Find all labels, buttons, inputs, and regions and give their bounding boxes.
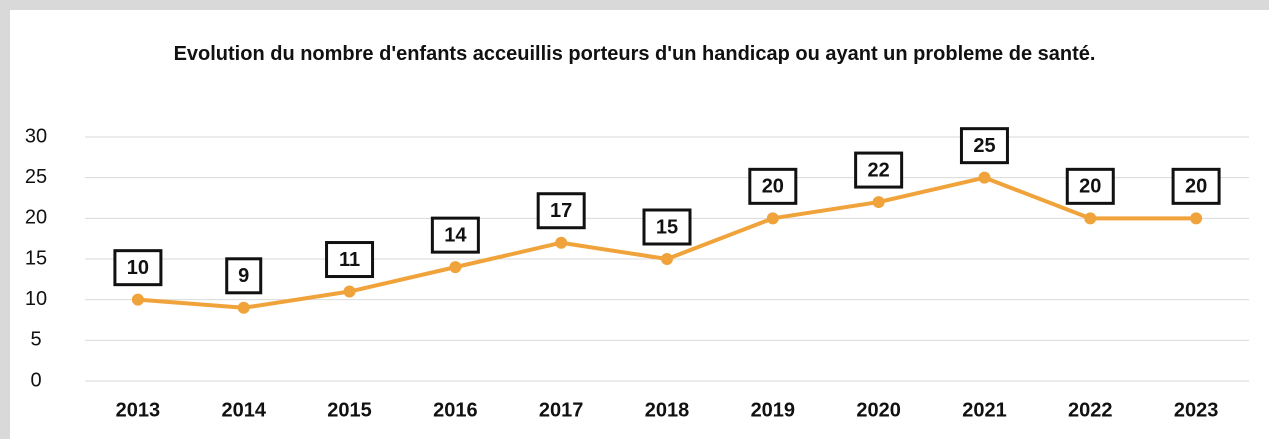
data-label-box bbox=[430, 216, 480, 254]
title-wrap: Evolution du nombre d'enfants acceuillis… bbox=[0, 42, 1269, 67]
y-tick-label: 20 bbox=[25, 207, 47, 229]
data-point bbox=[1084, 212, 1097, 225]
data-point bbox=[343, 285, 356, 298]
data-point bbox=[872, 196, 885, 209]
x-tick-label: 2016 bbox=[433, 399, 478, 421]
data-label-box bbox=[959, 127, 1009, 165]
x-tick-label: 2014 bbox=[221, 399, 266, 421]
data-point bbox=[131, 293, 144, 306]
x-tick-label: 2017 bbox=[539, 399, 584, 421]
chart-area bbox=[10, 10, 1269, 439]
y-tick-label: 10 bbox=[25, 288, 47, 310]
data-label: 14 bbox=[444, 224, 467, 246]
data-label-box bbox=[854, 151, 904, 189]
data-point bbox=[449, 261, 462, 274]
data-label: 10 bbox=[127, 257, 149, 279]
y-tick-label: 5 bbox=[30, 329, 41, 351]
data-label: 15 bbox=[656, 216, 678, 238]
x-tick-label: 2019 bbox=[751, 399, 796, 421]
y-tick-label: 0 bbox=[30, 369, 41, 391]
data-label-box bbox=[325, 241, 375, 279]
data-label: 11 bbox=[339, 249, 360, 271]
chart-title: Evolution du nombre d'enfants acceuillis… bbox=[173, 43, 1096, 65]
data-point bbox=[978, 171, 991, 184]
y-tick-label: 25 bbox=[25, 166, 47, 188]
data-label: 9 bbox=[238, 265, 249, 287]
data-label-box bbox=[225, 257, 263, 295]
data-label: 20 bbox=[1079, 176, 1101, 198]
x-tick-label: 2022 bbox=[1068, 399, 1113, 421]
data-label: 20 bbox=[1185, 176, 1207, 198]
data-point bbox=[661, 253, 673, 265]
data-label-box bbox=[536, 192, 586, 230]
data-label-box bbox=[1065, 167, 1115, 205]
data-label-box bbox=[642, 208, 692, 246]
data-point bbox=[1190, 212, 1203, 225]
data-label-box bbox=[1171, 167, 1221, 205]
data-label: 25 bbox=[973, 135, 995, 157]
x-tick-label: 2023 bbox=[1174, 399, 1219, 421]
x-tick-label: 2021 bbox=[962, 399, 1007, 421]
x-tick-label: 2020 bbox=[856, 399, 901, 421]
data-point bbox=[555, 236, 568, 249]
x-tick-label: 2018 bbox=[645, 399, 690, 421]
x-tick-label: 2013 bbox=[116, 399, 161, 421]
data-label: 22 bbox=[868, 159, 890, 181]
data-label-box bbox=[113, 249, 163, 287]
y-tick-label: 30 bbox=[25, 125, 47, 147]
data-point bbox=[766, 212, 779, 225]
y-tick-label: 15 bbox=[25, 247, 47, 269]
data-label-box bbox=[748, 167, 798, 205]
data-point bbox=[237, 301, 250, 314]
x-tick-label: 2015 bbox=[327, 399, 372, 421]
data-label: 17 bbox=[550, 200, 572, 222]
data-label: 20 bbox=[762, 176, 784, 198]
